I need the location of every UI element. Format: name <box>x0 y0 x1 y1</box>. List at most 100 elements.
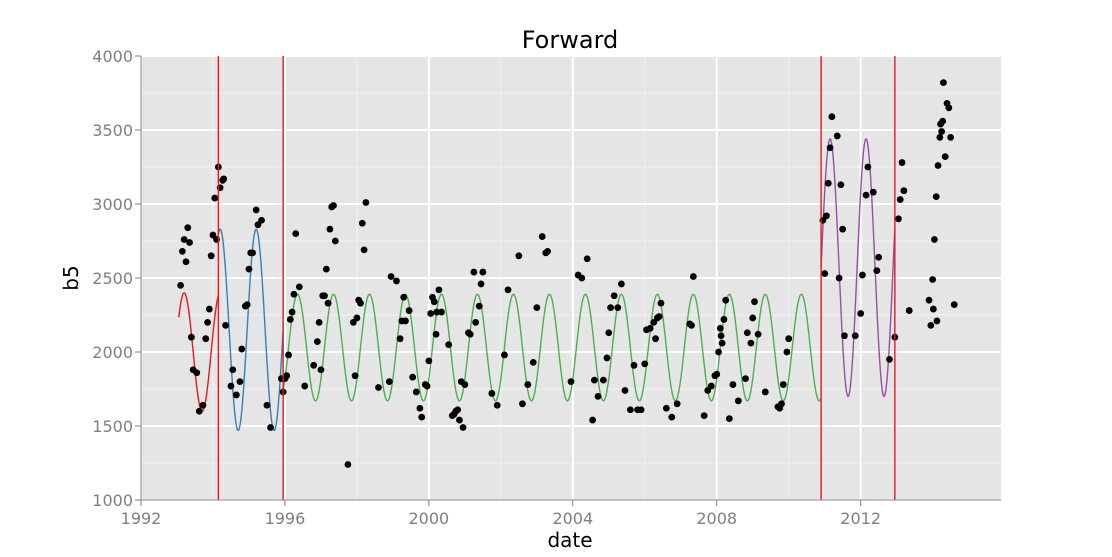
data-point <box>184 224 192 232</box>
data-point <box>857 310 865 317</box>
data-point <box>875 253 883 261</box>
data-point <box>900 187 908 195</box>
data-point <box>357 299 364 307</box>
data-point <box>626 406 634 414</box>
data-points <box>177 79 958 468</box>
data-point <box>657 299 665 307</box>
data-point <box>423 382 431 390</box>
data-point <box>258 216 265 224</box>
data-point <box>267 424 274 431</box>
x-tick-label: 2008 <box>696 509 737 528</box>
data-point <box>933 317 941 325</box>
y-tick-label: 1000 <box>92 491 133 510</box>
data-point <box>932 193 940 201</box>
y-axis-title: b5 <box>59 265 83 290</box>
data-point <box>589 416 596 424</box>
data-point <box>779 381 787 388</box>
data-point <box>186 239 193 246</box>
data-point <box>931 236 938 243</box>
data-point <box>824 179 832 187</box>
data-point <box>205 305 213 313</box>
data-point <box>720 316 728 323</box>
data-point <box>177 282 184 289</box>
data-point <box>715 348 722 356</box>
data-point <box>204 319 211 326</box>
data-point <box>344 461 352 468</box>
data-point <box>432 330 440 338</box>
x-tick-label: 2004 <box>552 509 593 528</box>
data-point <box>243 301 251 309</box>
data-point <box>700 412 708 420</box>
data-point <box>637 406 645 414</box>
data-point <box>249 249 256 257</box>
data-point <box>288 308 296 316</box>
data-point <box>668 413 676 421</box>
fitted-curve-1 <box>178 292 220 412</box>
data-point <box>603 354 611 362</box>
data-point <box>940 79 947 87</box>
data-point <box>475 302 483 310</box>
data-point <box>837 181 845 189</box>
data-point <box>823 212 830 220</box>
y-tick-label: 1500 <box>92 417 133 436</box>
data-point <box>283 372 291 380</box>
data-point <box>538 233 546 240</box>
data-point <box>187 333 195 341</box>
data-point <box>427 310 435 317</box>
data-point <box>689 273 697 280</box>
data-point <box>295 283 303 291</box>
data-point <box>610 292 618 300</box>
data-point <box>324 299 332 307</box>
data-point <box>310 361 318 369</box>
data-point <box>435 286 443 294</box>
data-point <box>864 163 872 171</box>
data-point <box>851 332 859 340</box>
data-point <box>301 382 309 390</box>
data-point <box>402 317 409 325</box>
data-point <box>898 159 906 166</box>
data-point <box>939 117 947 125</box>
data-point <box>285 351 292 359</box>
data-point <box>178 247 186 255</box>
data-point <box>544 247 552 255</box>
data-point <box>315 319 323 326</box>
data-point <box>722 296 730 304</box>
data-point <box>761 388 769 396</box>
data-point <box>353 314 361 322</box>
data-point <box>360 246 368 254</box>
data-point <box>438 308 445 316</box>
data-point <box>430 298 438 306</box>
data-point <box>245 265 253 273</box>
data-point <box>362 199 370 206</box>
data-point <box>454 406 462 414</box>
data-point <box>418 413 426 421</box>
data-point <box>869 188 877 196</box>
data-point <box>617 280 625 288</box>
data-point <box>416 404 424 412</box>
y-tick-label: 2000 <box>92 343 133 362</box>
data-point <box>195 407 203 415</box>
data-point <box>941 153 949 161</box>
data-point <box>905 307 913 314</box>
data-point <box>717 332 725 340</box>
data-point <box>472 319 480 326</box>
data-point <box>862 191 870 199</box>
data-point <box>479 268 487 276</box>
y-tick-label: 3500 <box>92 121 133 140</box>
data-point <box>599 376 607 384</box>
data-point <box>358 219 366 227</box>
data-point <box>707 382 715 390</box>
data-point <box>578 274 586 282</box>
data-point <box>193 369 201 377</box>
data-point <box>725 415 733 422</box>
data-point <box>747 339 755 347</box>
y-tick-label: 2500 <box>92 269 133 288</box>
data-point <box>605 329 613 337</box>
data-point <box>729 381 737 388</box>
fitted-curve-3 <box>282 293 822 402</box>
data-point <box>515 252 523 260</box>
data-point <box>470 268 478 276</box>
data-point <box>947 134 955 141</box>
data-point <box>841 332 848 340</box>
